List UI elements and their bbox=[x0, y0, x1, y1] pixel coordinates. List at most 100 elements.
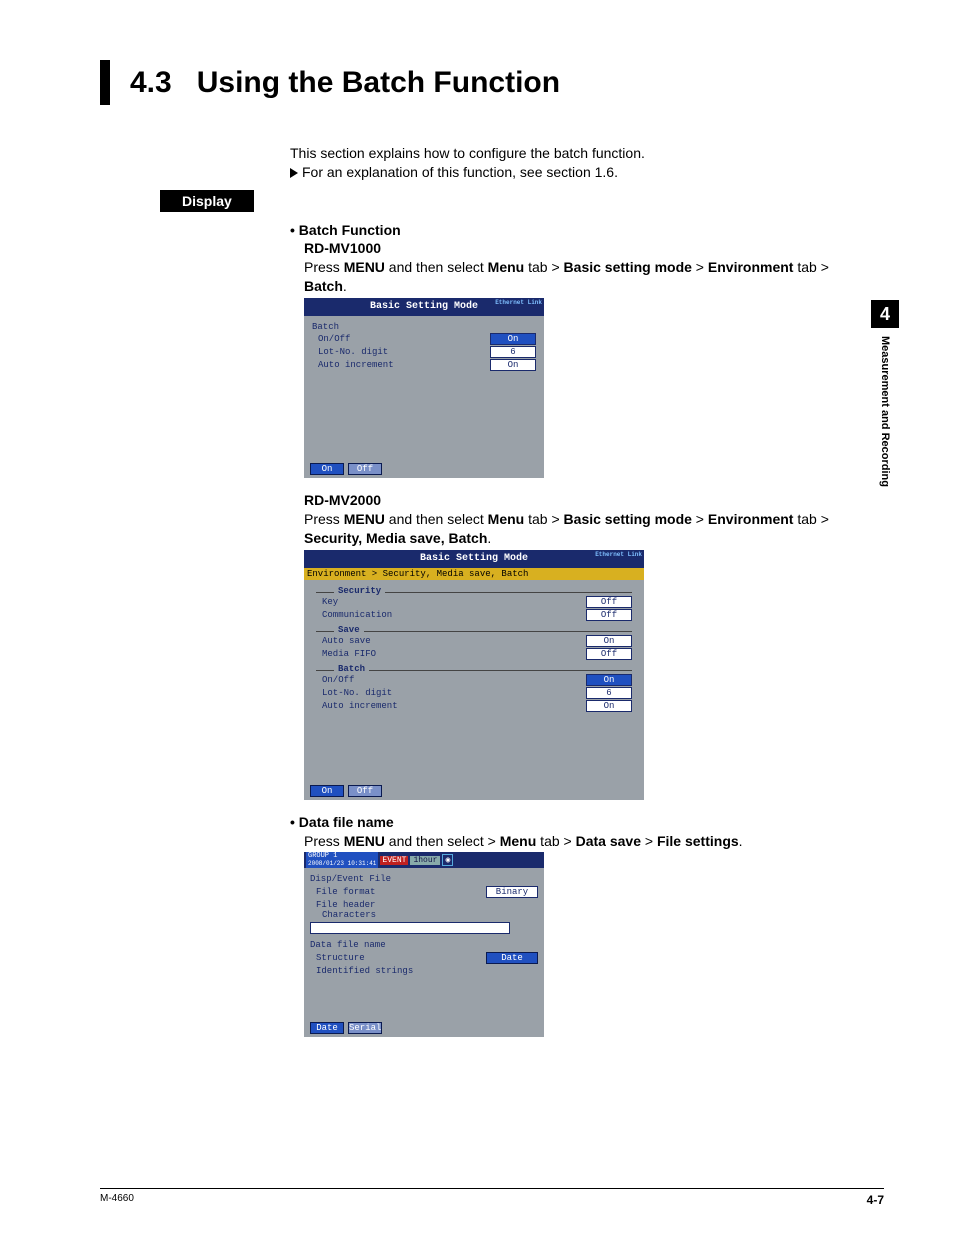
row: File format Binary bbox=[310, 886, 538, 898]
txt: and then select > bbox=[385, 833, 500, 849]
data-file-title: Data file name bbox=[290, 814, 884, 830]
legend: Save bbox=[334, 625, 364, 635]
txt: tab > bbox=[793, 259, 828, 275]
txt: Press bbox=[304, 259, 344, 275]
kw-ds: Data save bbox=[576, 833, 641, 849]
row: Lot-No. digit 6 bbox=[316, 687, 632, 699]
save-group: Save Auto saveOn Media FIFOOff bbox=[316, 631, 632, 660]
shot1-footer: On Off bbox=[310, 463, 382, 475]
val[interactable]: On bbox=[586, 700, 632, 712]
lbl: Auto increment bbox=[318, 360, 394, 370]
shot2-title: Basic Setting Mode bbox=[420, 553, 528, 564]
val-selected[interactable]: On bbox=[586, 674, 632, 686]
section2-label: Data file name bbox=[310, 940, 538, 950]
row: Key Off bbox=[316, 596, 632, 608]
shot1-row: Auto increment On bbox=[312, 359, 536, 371]
row: On/Off On bbox=[316, 674, 632, 686]
group-badge: GROUP 12008/01/23 10:31:41 bbox=[306, 852, 378, 868]
shot1-titlebar: Basic Setting Mode Ethernet Link bbox=[304, 298, 544, 316]
off-button[interactable]: Off bbox=[348, 785, 382, 797]
kw-menutab: Menu bbox=[500, 833, 537, 849]
lbl: Lot-No. digit bbox=[318, 347, 388, 357]
row: Auto increment On bbox=[316, 700, 632, 712]
shot1-title: Basic Setting Mode bbox=[370, 301, 478, 312]
lbl: Structure bbox=[316, 953, 365, 963]
txt: tab > bbox=[524, 259, 563, 275]
val[interactable]: 6 bbox=[586, 687, 632, 699]
heading-accent-bar bbox=[100, 60, 110, 105]
timestamp: 2008/01/23 10:31:41 bbox=[308, 860, 376, 867]
kw-menu: MENU bbox=[344, 833, 385, 849]
txt: and then select bbox=[385, 259, 488, 275]
txt: tab > bbox=[536, 833, 575, 849]
txt: tab > bbox=[524, 511, 563, 527]
txt: . bbox=[487, 530, 491, 546]
ethernet-link-icon: Ethernet Link bbox=[495, 299, 542, 306]
identified-strings-label: Identified strings bbox=[316, 966, 538, 976]
shot3-body: Disp/Event File File formatBinary File h… bbox=[304, 868, 544, 982]
lbl: Key bbox=[322, 597, 338, 607]
kw-menu: MENU bbox=[344, 511, 385, 527]
kw-smb: Security, Media save, Batch bbox=[304, 530, 487, 546]
section-title: Using the Batch Function bbox=[197, 66, 560, 99]
on-button[interactable]: On bbox=[310, 463, 344, 475]
txt: Press bbox=[304, 833, 344, 849]
txt: . bbox=[739, 833, 743, 849]
intro-text: This section explains how to configure t… bbox=[290, 145, 884, 161]
val[interactable]: Off bbox=[586, 648, 632, 660]
val-selected[interactable]: On bbox=[490, 333, 536, 345]
screenshot-mv1000: Basic Setting Mode Ethernet Link Batch O… bbox=[304, 298, 544, 478]
mv2000-instruction: Press MENU and then select Menu tab > Ba… bbox=[304, 510, 884, 548]
shot3-statusbar: GROUP 12008/01/23 10:31:41 EVENT 1hour ◉ bbox=[304, 852, 544, 868]
chapter-number: 4 bbox=[871, 300, 899, 328]
val-selected[interactable]: Date bbox=[486, 952, 538, 964]
on-button[interactable]: On bbox=[310, 785, 344, 797]
lbl: File format bbox=[316, 887, 375, 897]
shot3-footer: Date Serial bbox=[310, 1022, 382, 1034]
footer-right: 4-7 bbox=[867, 1193, 884, 1207]
characters-input[interactable] bbox=[310, 922, 510, 934]
txt: . bbox=[343, 278, 347, 294]
page-footer: M-4660 4-7 bbox=[100, 1188, 884, 1207]
camera-icon[interactable]: ◉ bbox=[442, 854, 453, 866]
lbl: Media FIFO bbox=[322, 649, 376, 659]
screenshot-mv2000: Basic Setting Mode Ethernet Link Environ… bbox=[304, 550, 644, 800]
data-file-instruction: Press MENU and then select > Menu tab > … bbox=[304, 832, 884, 851]
see-also: For an explanation of this function, see… bbox=[290, 164, 884, 180]
val[interactable]: On bbox=[490, 359, 536, 371]
date-button[interactable]: Date bbox=[310, 1022, 344, 1034]
hour-button[interactable]: 1hour bbox=[410, 856, 440, 865]
row: Media FIFO Off bbox=[316, 648, 632, 660]
serial-button[interactable]: Serial bbox=[348, 1022, 382, 1034]
val[interactable]: Off bbox=[586, 596, 632, 608]
shot2-titlebar: Basic Setting Mode Ethernet Link bbox=[304, 550, 644, 568]
legend: Security bbox=[334, 586, 385, 596]
kw-env: Environment bbox=[708, 259, 794, 275]
lbl: Auto save bbox=[322, 636, 371, 646]
heading-text: 4.3 Using the Batch Function bbox=[130, 66, 560, 100]
display-label: Display bbox=[160, 190, 254, 212]
triangle-icon bbox=[290, 168, 298, 178]
shot2-footer: On Off bbox=[310, 785, 382, 797]
shot1-group: Batch bbox=[312, 322, 536, 332]
breadcrumb: Environment > Security, Media save, Batc… bbox=[304, 568, 644, 580]
screenshot-file-settings: GROUP 12008/01/23 10:31:41 EVENT 1hour ◉… bbox=[304, 852, 544, 1037]
lbl: Lot-No. digit bbox=[322, 688, 392, 698]
lbl: Auto increment bbox=[322, 701, 398, 711]
lbl: On/Off bbox=[318, 334, 350, 344]
lbl: On/Off bbox=[322, 675, 354, 685]
footer-left: M-4660 bbox=[100, 1193, 134, 1207]
val[interactable]: Off bbox=[586, 609, 632, 621]
off-button[interactable]: Off bbox=[348, 463, 382, 475]
mv1000-instruction: Press MENU and then select Menu tab > Ba… bbox=[304, 258, 884, 296]
mv2000-heading: RD-MV2000 bbox=[304, 492, 884, 508]
row: Auto save On bbox=[316, 635, 632, 647]
val[interactable]: 6 bbox=[490, 346, 536, 358]
txt: GROUP 1 bbox=[308, 852, 337, 860]
val[interactable]: Binary bbox=[486, 886, 538, 898]
kw-bsm: Basic setting mode bbox=[564, 259, 692, 275]
val[interactable]: On bbox=[586, 635, 632, 647]
kw-menutab: Menu bbox=[488, 259, 525, 275]
txt: Press bbox=[304, 511, 344, 527]
lbl: Communication bbox=[322, 610, 392, 620]
